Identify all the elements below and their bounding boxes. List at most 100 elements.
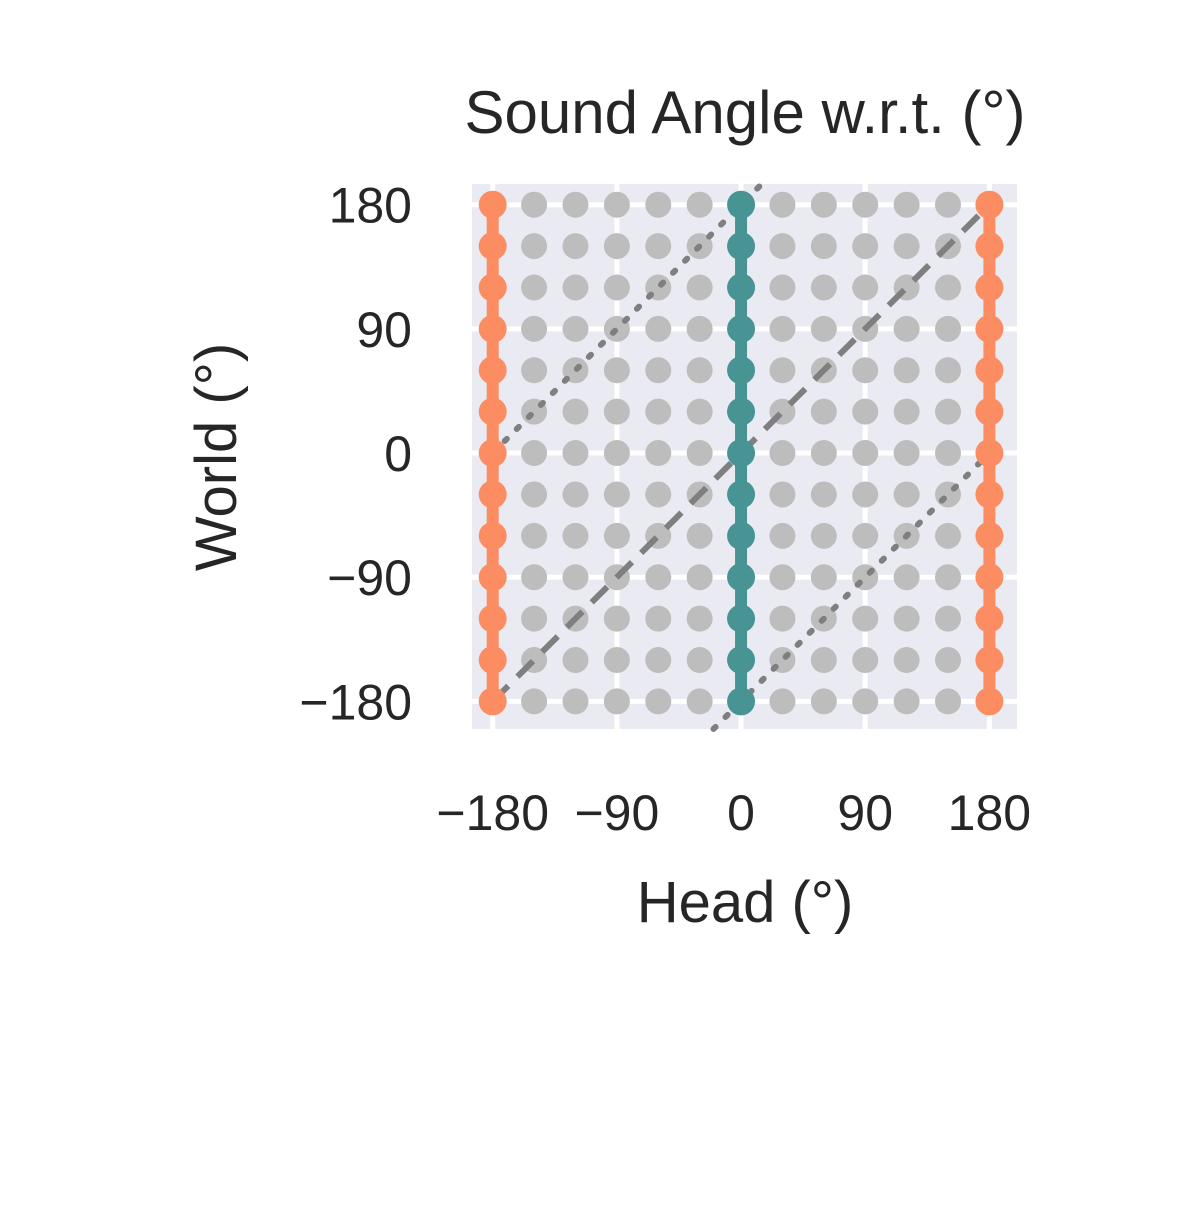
grid-point (521, 315, 548, 342)
grid-point (562, 522, 589, 549)
grid-point (893, 398, 920, 425)
grid-point (645, 233, 672, 260)
grid-point (935, 398, 962, 425)
series-point (727, 563, 756, 592)
y-tick-label: −90 (327, 550, 412, 606)
grid-point (603, 522, 630, 549)
grid-point (810, 233, 837, 260)
series-point (727, 646, 756, 675)
grid-point (521, 564, 548, 591)
grid-point (603, 481, 630, 508)
grid-point (852, 274, 879, 301)
grid-point (769, 440, 796, 467)
series-point (727, 604, 756, 633)
grid-point (935, 688, 962, 715)
grid-point (935, 522, 962, 549)
series-point (727, 397, 756, 426)
series-point (478, 273, 507, 302)
grid-point (603, 274, 630, 301)
series-point (478, 190, 507, 219)
grid-point (645, 357, 672, 384)
y-tick-label: 90 (356, 302, 412, 358)
series-point (478, 356, 507, 385)
grid-point (562, 688, 589, 715)
series-point (478, 439, 507, 468)
chart-title: Sound Angle w.r.t. (°) (465, 79, 1026, 146)
series-point (727, 439, 756, 468)
y-tick-labels: −180 −90 0 90 180 (299, 178, 412, 731)
grid-point (893, 233, 920, 260)
grid-point (603, 233, 630, 260)
grid-point (769, 233, 796, 260)
grid-point (852, 357, 879, 384)
series-point (727, 314, 756, 343)
grid-point (893, 191, 920, 218)
grid-point (893, 564, 920, 591)
grid-point (893, 357, 920, 384)
grid-point (852, 605, 879, 632)
x-axis-title: Head (°) (637, 870, 854, 935)
grid-point (521, 605, 548, 632)
grid-point (686, 398, 713, 425)
grid-point (686, 191, 713, 218)
grid-point (645, 315, 672, 342)
grid-point (645, 647, 672, 674)
reference-line-dotted (710, 450, 993, 732)
grid-point (852, 688, 879, 715)
series-point (975, 232, 1004, 261)
grid-point (769, 605, 796, 632)
series-point (478, 314, 507, 343)
highlight-series (478, 190, 1004, 716)
grid-point (521, 233, 548, 260)
grid-point (645, 481, 672, 508)
grid-point (562, 315, 589, 342)
grid-point (686, 605, 713, 632)
grid-point (686, 647, 713, 674)
grid-point (562, 481, 589, 508)
y-tick-label: 180 (329, 178, 412, 234)
grid-point (935, 564, 962, 591)
series-point (975, 646, 1004, 675)
grid-point (893, 315, 920, 342)
grid-point (562, 440, 589, 467)
reference-line-dotted (489, 174, 772, 457)
series-point (975, 687, 1004, 716)
grid-point (645, 688, 672, 715)
grid-point (810, 398, 837, 425)
series-point (975, 480, 1004, 509)
series-point (727, 521, 756, 550)
grid-point (935, 357, 962, 384)
grid-point (852, 233, 879, 260)
grid-point (852, 647, 879, 674)
x-tick-labels: −180 −90 0 90 180 (436, 785, 1031, 841)
series-point (727, 356, 756, 385)
grid-point (562, 398, 589, 425)
grid-point (603, 647, 630, 674)
grid-point (521, 481, 548, 508)
grid-point (852, 191, 879, 218)
grid-point (645, 191, 672, 218)
grid-point (893, 440, 920, 467)
grid-point (686, 357, 713, 384)
series-point (975, 521, 1004, 550)
series-point (975, 314, 1004, 343)
grid-point (645, 440, 672, 467)
x-tick-label: 0 (727, 785, 755, 841)
grid-point (521, 440, 548, 467)
series-point (975, 563, 1004, 592)
x-tick-label: −90 (574, 785, 659, 841)
grid-point (603, 440, 630, 467)
grid-point (521, 274, 548, 301)
y-tick-label: 0 (384, 426, 412, 482)
x-tick-label: 90 (837, 785, 893, 841)
series-point (478, 604, 507, 633)
grid-point (893, 605, 920, 632)
grid-point (810, 647, 837, 674)
grid-point (852, 481, 879, 508)
grid-point (769, 357, 796, 384)
series-point (478, 563, 507, 592)
grid-point (893, 647, 920, 674)
grid-point (852, 522, 879, 549)
